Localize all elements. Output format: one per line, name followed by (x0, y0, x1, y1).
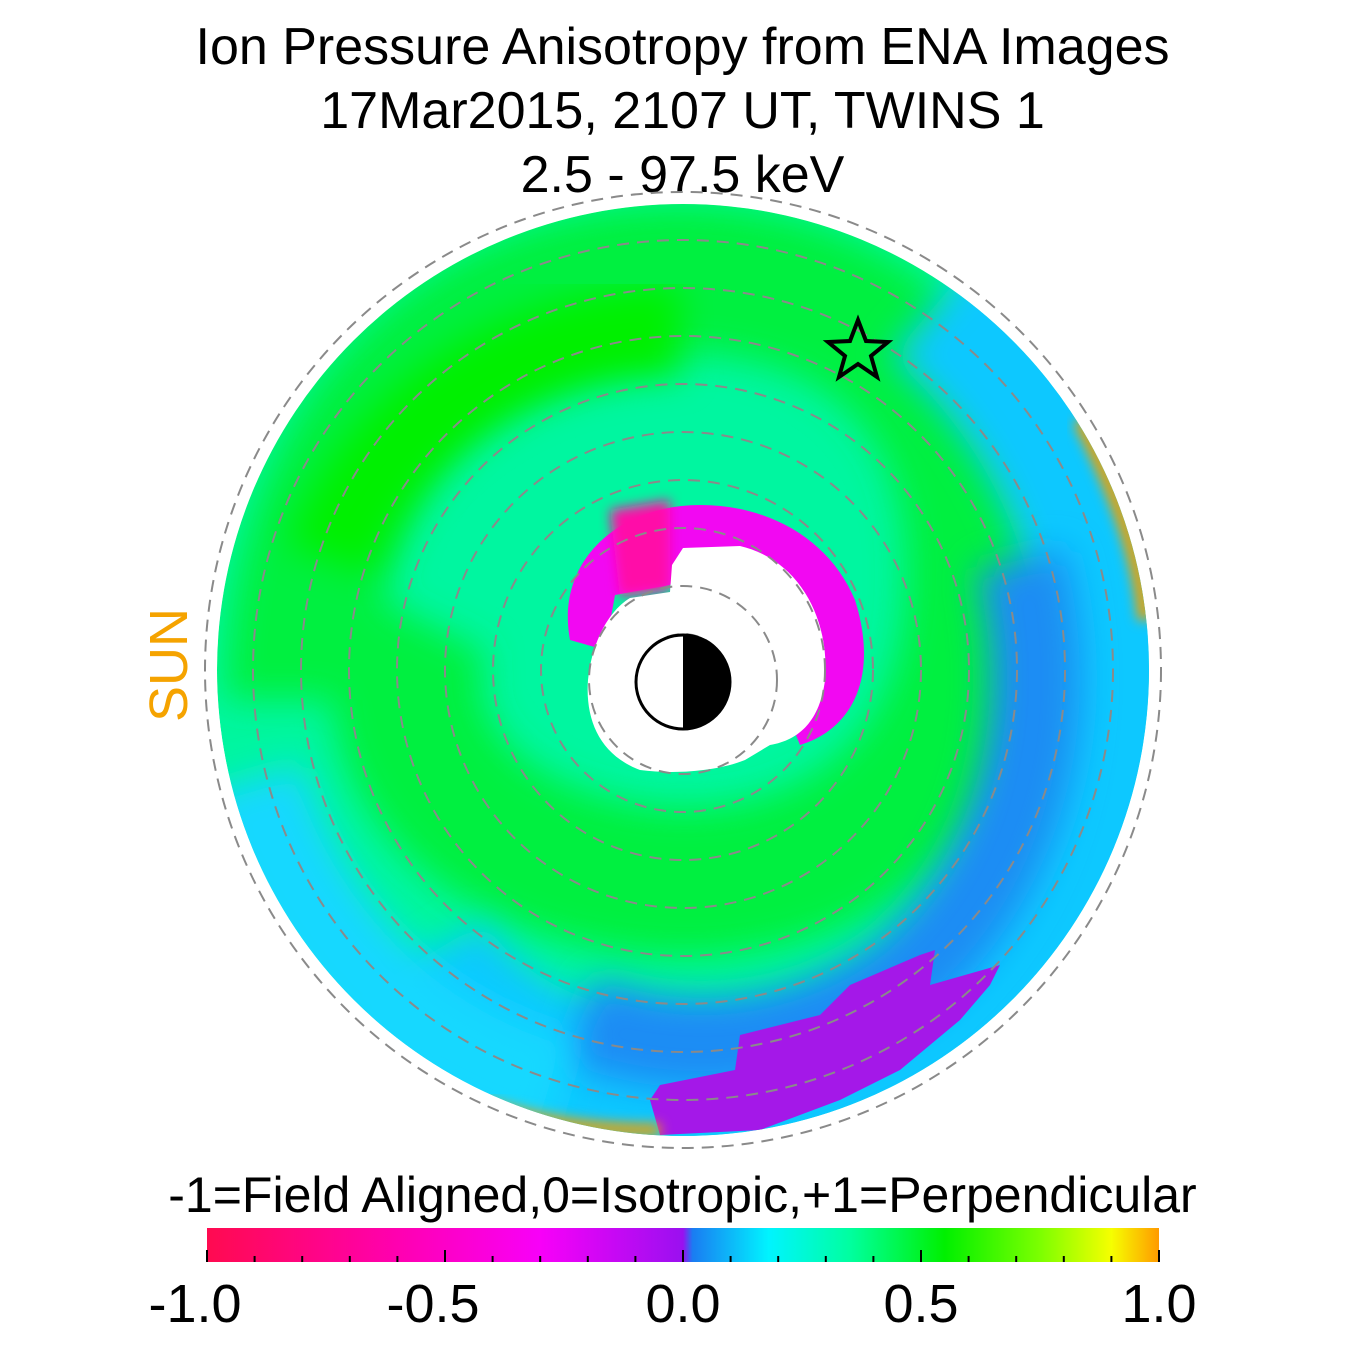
colorbar-ticks (206, 1250, 1160, 1262)
chart-energy-range: 2.5 - 97.5 keV (520, 146, 845, 204)
star-marker (822, 314, 894, 382)
sun-direction-label: SUN (139, 607, 199, 722)
cyan-band-lower (217, 763, 576, 1136)
colorbar-title: -1=Field Aligned,0=Isotropic,+1=Perpendi… (168, 1167, 1197, 1223)
grid-circle (540, 527, 826, 813)
grid-circle (348, 335, 1018, 1005)
earth-symbol (634, 633, 732, 731)
grid-circle (444, 431, 922, 909)
colorbar-tick-label: 1.0 (1121, 1274, 1197, 1334)
green-band-upper (287, 285, 681, 577)
colorbar-tick-label: -0.5 (386, 1274, 480, 1334)
grid-circle (396, 383, 970, 957)
colorbar-tick-label: -1.0 (148, 1274, 242, 1334)
grid-circle (300, 287, 1066, 1053)
grid-circle (588, 585, 778, 775)
green-band (225, 204, 1056, 958)
colorbar-tick-label: 0.5 (883, 1274, 959, 1334)
grid-circle (252, 239, 1114, 1101)
colorbar-tick-label: 0.0 (645, 1274, 721, 1334)
chart-title: Ion Pressure Anisotropy from ENA Images (195, 18, 1170, 76)
grid-circle (204, 191, 1162, 1149)
inner-pink-core (610, 500, 670, 596)
cyan-band (355, 243, 1149, 1136)
purple-patch (650, 950, 1000, 1135)
chart-subtitle: 17Mar2015, 2107 UT, TWINS 1 (320, 82, 1045, 140)
grid-circle (492, 479, 874, 861)
